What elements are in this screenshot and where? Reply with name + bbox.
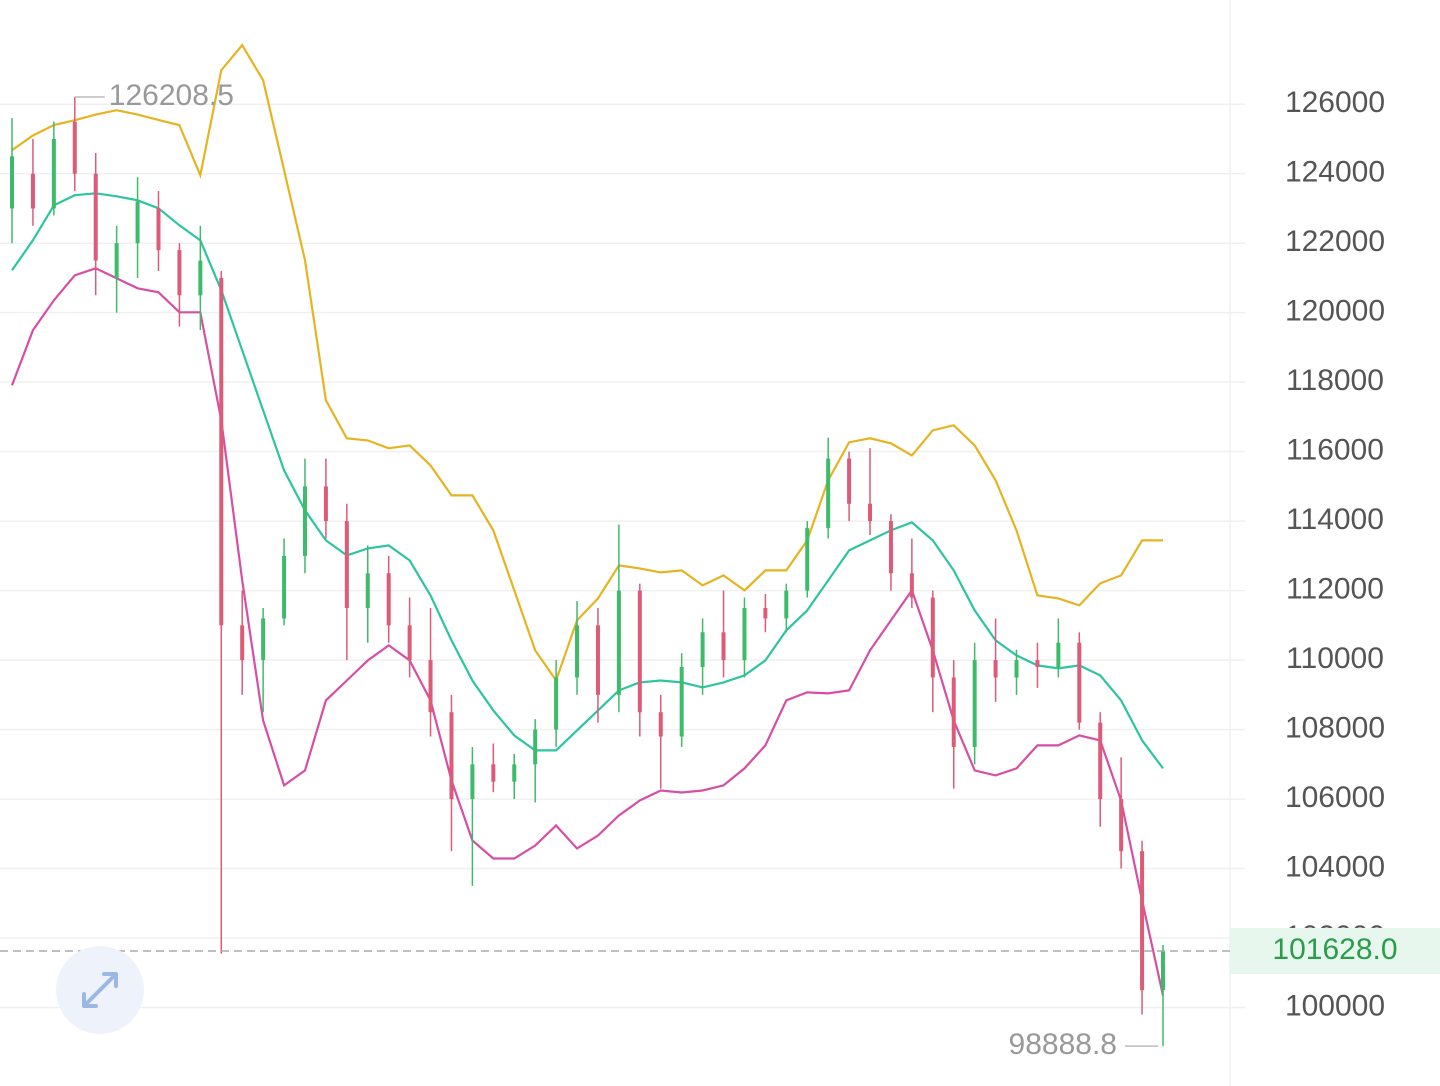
grid — [0, 103, 1245, 1009]
candle-body — [679, 667, 684, 737]
y-tick-label: 108000 — [1285, 712, 1385, 745]
candle-body — [10, 156, 14, 209]
band-line — [11, 43, 1163, 683]
band-line — [10, 267, 1165, 996]
candle-body — [993, 660, 998, 678]
candle-body — [658, 712, 663, 737]
candle-body — [470, 764, 475, 800]
bands — [10, 43, 1165, 996]
y-tick-label: 114000 — [1286, 503, 1384, 536]
candle-body — [616, 590, 621, 695]
candle-body — [1056, 642, 1061, 668]
candle-body — [972, 660, 977, 747]
band-line — [11, 192, 1164, 770]
min-label: 98888.8 — [1009, 1028, 1117, 1061]
candle-body — [261, 618, 266, 661]
candle-body — [1077, 642, 1082, 723]
candle-body — [198, 260, 203, 296]
y-tick-label: 110000 — [1286, 642, 1384, 675]
candle-body — [365, 573, 370, 608]
candle-body — [491, 764, 496, 782]
candle-body — [533, 729, 538, 765]
candle-body — [805, 528, 810, 591]
candle-body — [868, 503, 873, 522]
candle-body — [826, 458, 831, 529]
candle-body — [449, 712, 454, 800]
candle-body — [1140, 851, 1145, 991]
candle-body — [72, 121, 77, 174]
y-tick-label: 112000 — [1286, 573, 1384, 606]
candle-body — [1014, 660, 1019, 678]
labels: 1000001020001040001060001080001100001120… — [0, 79, 1440, 1061]
candle-body — [575, 625, 580, 678]
y-tick-label: 100000 — [1285, 989, 1385, 1022]
candle-body — [930, 597, 935, 678]
y-tick-label: 106000 — [1285, 781, 1385, 814]
candle-body — [240, 625, 245, 661]
candle-body — [302, 486, 307, 556]
last-price-box — [1230, 927, 1440, 974]
candle-body — [512, 764, 517, 782]
candle-body — [595, 625, 600, 695]
candle-body — [1119, 799, 1124, 852]
y-tick-label: 116000 — [1286, 434, 1384, 467]
candle-body — [282, 555, 287, 619]
y-tick-label: 104000 — [1285, 850, 1385, 883]
candle-body — [386, 573, 391, 626]
candle-body — [847, 458, 852, 504]
y-tick-label: 126000 — [1285, 86, 1385, 119]
expand-button[interactable] — [56, 946, 144, 1034]
candle-body — [93, 173, 98, 261]
candle-body — [407, 625, 412, 661]
candle-body — [156, 208, 161, 251]
y-tick-label: 120000 — [1285, 295, 1385, 328]
candle-body — [1035, 660, 1040, 668]
candle-body — [784, 590, 789, 619]
candle-body — [323, 486, 328, 522]
y-tick-label: 118000 — [1286, 364, 1384, 397]
candle-body — [700, 632, 705, 668]
candle-body — [721, 632, 726, 661]
candle-body — [344, 521, 349, 608]
candle-body — [219, 277, 224, 626]
candle-body — [763, 607, 768, 619]
candle-body — [554, 677, 559, 730]
max-label: 126208.5 — [109, 79, 234, 112]
candle-body — [888, 521, 893, 574]
last-price-label: 101628.0 — [1272, 933, 1397, 966]
candle-body — [51, 138, 56, 209]
y-tick-label: 124000 — [1285, 156, 1385, 189]
candle-body — [742, 607, 747, 661]
candle-body — [637, 590, 642, 713]
y-tick-label: 122000 — [1285, 225, 1385, 258]
candles — [10, 96, 1165, 1047]
candle-body — [1098, 722, 1103, 800]
candle-body — [1161, 950, 1165, 991]
candle-body — [951, 677, 956, 747]
candle-body — [177, 250, 182, 296]
candle-body — [135, 201, 140, 244]
candle-body — [30, 173, 35, 209]
candle-body — [114, 243, 119, 278]
candle-body — [909, 573, 914, 598]
candle-body — [428, 660, 433, 713]
